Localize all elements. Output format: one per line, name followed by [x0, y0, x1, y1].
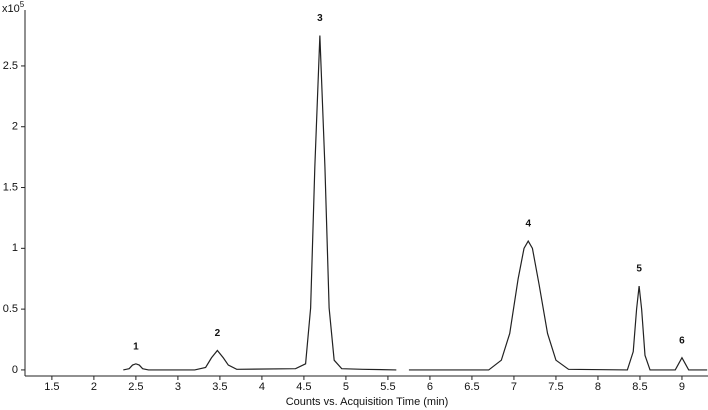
x-tick-label: 8.5	[632, 381, 647, 393]
x-tick-label: 7	[511, 381, 517, 393]
peak-label: 2	[215, 328, 221, 339]
x-tick-label: 6.5	[464, 381, 479, 393]
x-tick-label: 2.5	[128, 381, 143, 393]
peak-label: 1	[133, 341, 139, 352]
x-axis-label: Counts vs. Acquisition Time (min)	[286, 396, 449, 408]
x-tick-label: 6	[427, 381, 433, 393]
x-tick-label: 7.5	[548, 381, 563, 393]
x-tick-label: 5.5	[380, 381, 395, 393]
peak-label: 3	[317, 13, 323, 24]
x-tick-label: 5	[343, 381, 349, 393]
x-tick-label: 9	[679, 381, 685, 393]
y-tick-label: 2.5	[3, 60, 18, 72]
peak-label: 4	[525, 219, 531, 230]
y-tick-label: 1	[12, 242, 18, 254]
x-tick-label: 4.5	[296, 381, 311, 393]
y-scale-label: x105	[2, 0, 25, 15]
peak-label: 6	[679, 335, 685, 346]
x-tick-label: 3.5	[212, 381, 227, 393]
y-tick-label: 0	[12, 364, 18, 376]
x-tick-label: 1.5	[44, 381, 59, 393]
x-tick-label: 3	[175, 381, 181, 393]
y-scale-exponent: 5	[20, 0, 25, 9]
y-tick-label: 2	[12, 121, 18, 133]
x-tick-label: 4	[259, 381, 265, 393]
trace	[123, 35, 708, 371]
y-scale-base: x10	[2, 3, 20, 15]
y-tick-label: 1.5	[3, 181, 18, 193]
peak-label: 5	[636, 264, 642, 275]
y-tick-label: 0.5	[3, 303, 18, 315]
x-tick-label: 2	[91, 381, 97, 393]
x-tick-label: 8	[595, 381, 601, 393]
